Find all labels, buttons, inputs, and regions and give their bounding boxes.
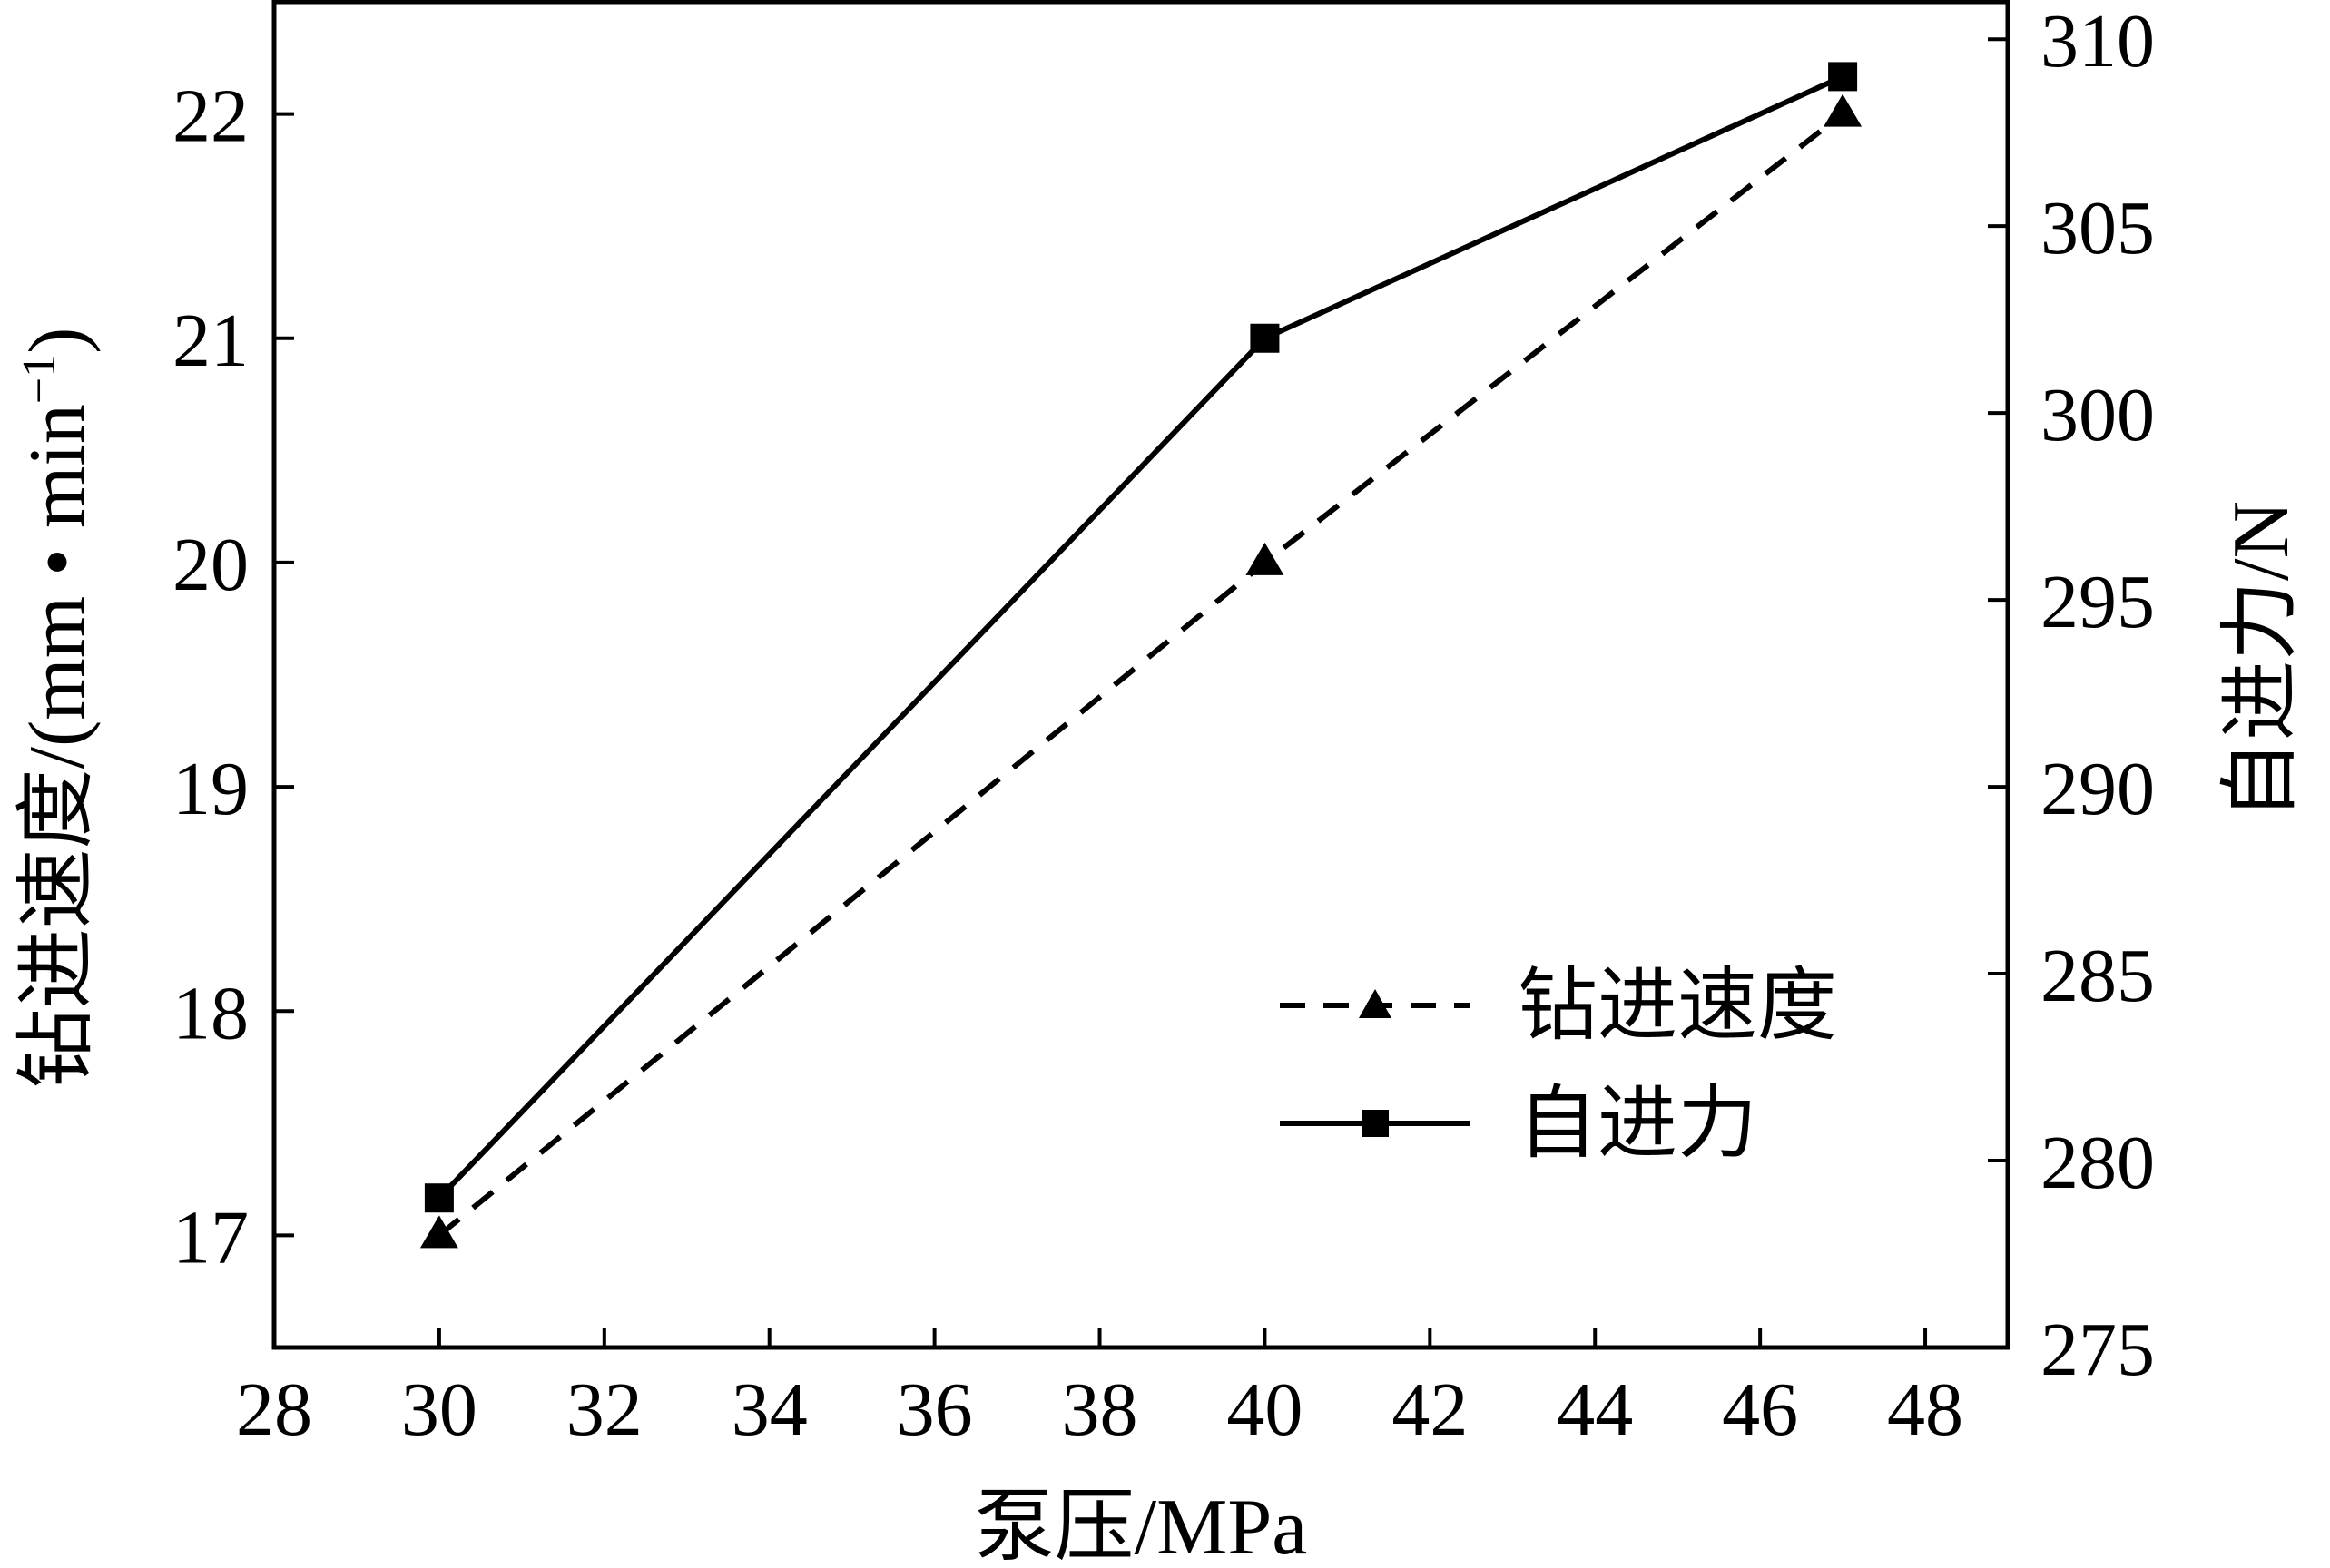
- x-tick-label: 40: [1226, 1367, 1303, 1452]
- right-y-tick-label: 310: [2040, 0, 2155, 83]
- x-tick-label: 36: [897, 1367, 973, 1452]
- x-axis-title: 泵压/MPa: [975, 1484, 1308, 1568]
- x-tick-label: 46: [1722, 1367, 1798, 1452]
- left-axis-title-close: ): [14, 327, 102, 353]
- x-tick-label: 28: [236, 1367, 312, 1452]
- right-y-tick-label: 285: [2040, 934, 2155, 1018]
- x-tick-label: 48: [1887, 1367, 1963, 1452]
- right-y-tick-label: 295: [2040, 560, 2155, 644]
- right-axis-title: 自进力/N: [2217, 501, 2305, 820]
- legend-label-self-propulsion: 自进力: [1518, 1081, 1757, 1169]
- left-axis-title: 钻进速度/(mm • min−1): [14, 327, 102, 1088]
- data-point-square: [1828, 62, 1858, 92]
- axis-ticks: 28 30 32 34 36 38 40 42 44 46 48 17 18 19 20 21 22 275 280…: [172, 0, 2155, 1452]
- x-tick-label: 44: [1557, 1367, 1633, 1452]
- left-y-tick-label: 20: [172, 523, 249, 607]
- left-y-tick-label: 21: [172, 299, 249, 383]
- series-layer: [419, 62, 1863, 1249]
- data-point-triangle: [1245, 542, 1284, 575]
- data-point-square: [424, 1183, 454, 1213]
- series-line-0: [437, 112, 1844, 1238]
- left-y-tick-label: 19: [172, 747, 249, 831]
- right-y-tick-label: 300: [2040, 373, 2155, 457]
- data-point-triangle: [419, 1215, 458, 1249]
- x-tick-label: 42: [1391, 1367, 1468, 1452]
- right-y-tick-label: 280: [2040, 1121, 2155, 1205]
- legend-label-drilling-speed: 钻进速度: [1518, 963, 1837, 1051]
- left-y-tick-label: 18: [172, 971, 249, 1055]
- plot-frame: [271, 0, 2010, 1350]
- left-y-tick-label: 22: [172, 74, 249, 159]
- legend-marker-triangle: [1359, 989, 1391, 1018]
- x-tick-label: 30: [401, 1367, 477, 1452]
- right-y-tick-label: 305: [2040, 186, 2155, 270]
- right-y-tick-label: 275: [2040, 1308, 2155, 1392]
- right-y-tick-label: 290: [2040, 747, 2155, 831]
- legend: 钻进速度 自进力: [1280, 963, 1837, 1169]
- data-point-triangle: [1824, 93, 1863, 127]
- left-y-tick-label: 17: [172, 1195, 249, 1279]
- x-tick-label: 32: [566, 1367, 643, 1452]
- x-tick-label: 38: [1062, 1367, 1138, 1452]
- x-tick-label: 34: [732, 1367, 808, 1452]
- left-axis-title-superscript: −1: [14, 354, 65, 404]
- data-point-square: [1250, 323, 1280, 353]
- left-axis-title-main: 钻进速度/(mm • min: [14, 404, 102, 1088]
- legend-marker-square: [1362, 1110, 1389, 1137]
